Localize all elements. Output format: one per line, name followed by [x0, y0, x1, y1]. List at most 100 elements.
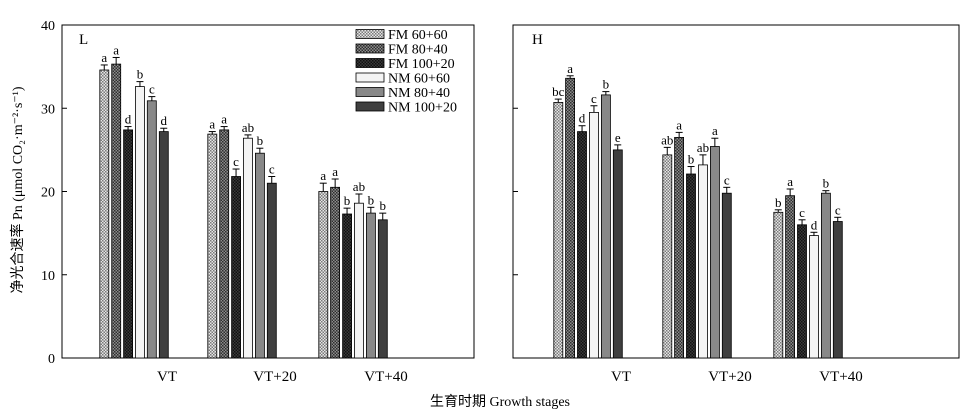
- bar: [377, 219, 388, 359]
- bar: [146, 100, 157, 359]
- significance-letter: c: [269, 162, 275, 177]
- significance-letter: d: [579, 111, 586, 126]
- bar: [785, 195, 795, 359]
- legend-swatch: [355, 87, 385, 97]
- significance-letter: c: [799, 205, 805, 220]
- bar: [797, 224, 807, 359]
- bar: [99, 69, 110, 359]
- x-category-label: VT+20: [253, 369, 296, 385]
- bar: [365, 212, 376, 359]
- bar: [207, 133, 218, 359]
- significance-letter: a: [209, 117, 215, 132]
- legend-label: NM 100+20: [388, 101, 457, 116]
- x-axis-title: 生育时期 Growth stages: [430, 394, 570, 410]
- y-tick-label: 30: [41, 102, 55, 117]
- significance-letter: d: [811, 217, 818, 232]
- bar: [254, 152, 265, 359]
- significance-letter: c: [724, 172, 730, 187]
- bar: [565, 77, 575, 359]
- significance-letter: a: [567, 61, 573, 76]
- significance-letter: b: [368, 192, 375, 207]
- x-category-label: VT+40: [819, 369, 862, 385]
- significance-letter: a: [787, 174, 793, 189]
- significance-letter: d: [125, 112, 132, 127]
- legend-swatch: [355, 58, 385, 68]
- bar: [686, 173, 696, 359]
- panel-right-y-ticks: [513, 24, 518, 359]
- bar: [674, 136, 684, 359]
- significance-letter: ab: [697, 140, 709, 155]
- significance-letter: c: [591, 91, 597, 106]
- bar: [809, 235, 819, 359]
- significance-letter: c: [233, 154, 239, 169]
- significance-letter: d: [161, 113, 168, 128]
- legend-label: NM 60+60: [388, 72, 450, 87]
- legend-label: FM 80+40: [388, 43, 448, 58]
- significance-letter: a: [101, 50, 107, 65]
- legend-swatch: [355, 72, 385, 83]
- x-category-label: VT: [611, 369, 631, 385]
- bar: [111, 63, 122, 359]
- legend-label: FM 60+60: [388, 28, 448, 43]
- y-axis-title: 净光合速率 Pn (μmol CO₂·m⁻²·s⁻¹): [9, 86, 26, 293]
- legend-swatch: [355, 29, 385, 39]
- significance-letter: b: [344, 193, 351, 208]
- y-tick-label: 0: [48, 352, 55, 367]
- significance-letter: ab: [353, 179, 365, 194]
- bar: [773, 211, 784, 359]
- bar: [589, 112, 599, 359]
- y-tick-label: 40: [41, 19, 55, 34]
- significance-letter: b: [775, 195, 782, 210]
- bar: [662, 154, 673, 359]
- significance-letter: c: [149, 82, 155, 97]
- panel-left-label: L: [79, 32, 88, 48]
- significance-letter: a: [676, 117, 682, 132]
- bar: [330, 186, 341, 359]
- legend-swatch: [355, 101, 385, 112]
- bar: [710, 146, 720, 359]
- bar: [353, 202, 364, 359]
- significance-letter: b: [603, 77, 610, 92]
- significance-letter: a: [712, 123, 718, 138]
- x-category-label: VT+40: [364, 369, 407, 385]
- panel-left-y-ticks: 0 10 20 30 40: [41, 19, 67, 367]
- significance-letter: b: [257, 133, 264, 148]
- bar: [342, 213, 353, 359]
- bar: [242, 137, 253, 359]
- bar: [698, 164, 708, 359]
- bar: [266, 182, 277, 359]
- bar: [577, 131, 587, 359]
- bar: [601, 94, 611, 359]
- significance-letter: a: [221, 112, 227, 127]
- significance-letter: b: [688, 152, 695, 167]
- y-tick-label: 20: [41, 186, 55, 201]
- significance-letter: a: [332, 164, 338, 179]
- significance-letter: a: [320, 168, 326, 183]
- bar: [612, 149, 623, 359]
- significance-letter: a: [113, 43, 119, 58]
- bar: [721, 192, 732, 359]
- significance-letter: e: [615, 130, 621, 145]
- panel-right-label: H: [532, 32, 543, 48]
- significance-letter: ab: [242, 120, 254, 135]
- bar: [832, 221, 843, 359]
- x-category-label: VT+20: [708, 369, 751, 385]
- bar: [318, 191, 329, 359]
- bar: [134, 86, 145, 359]
- significance-letter: b: [137, 67, 144, 82]
- bar: [158, 131, 169, 359]
- legend-label: NM 80+40: [388, 86, 450, 101]
- bar: [231, 176, 242, 359]
- x-category-label: VT: [157, 369, 177, 385]
- bar: [123, 129, 133, 359]
- significance-letter: bc: [552, 84, 565, 99]
- significance-letter: c: [835, 202, 841, 217]
- bar: [553, 102, 564, 359]
- significance-letter: b: [823, 176, 830, 191]
